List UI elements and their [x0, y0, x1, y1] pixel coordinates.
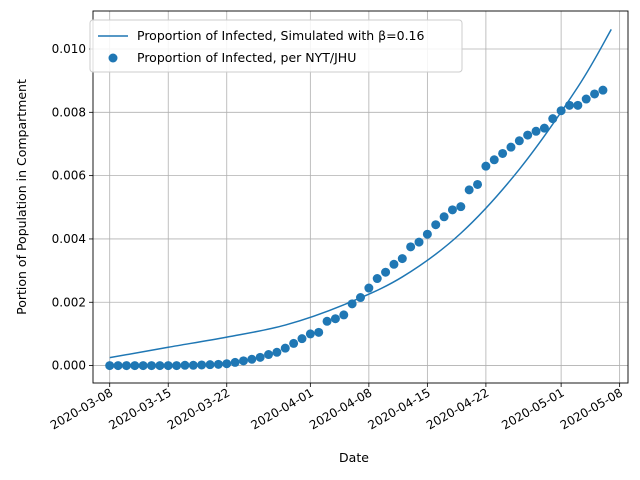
data-point — [264, 350, 274, 360]
legend-label-simulated: Proportion of Infected, Simulated with β… — [137, 28, 424, 43]
data-point — [213, 359, 223, 369]
data-point — [297, 334, 307, 344]
legend-point-marker — [108, 53, 118, 63]
data-point — [305, 329, 315, 339]
data-point — [230, 357, 240, 367]
series-observed — [105, 85, 608, 371]
y-tick-label: 0.000 — [52, 359, 86, 373]
data-point — [314, 327, 324, 337]
data-point — [180, 360, 190, 370]
legend-label-observed: Proportion of Infected, per NYT/JHU — [137, 50, 356, 65]
data-point — [205, 360, 215, 370]
data-point — [590, 89, 600, 99]
data-point — [539, 123, 549, 133]
data-point — [330, 314, 340, 324]
data-point — [222, 359, 232, 369]
data-point — [473, 179, 483, 189]
data-point — [598, 85, 608, 95]
data-point — [105, 361, 115, 371]
data-point — [464, 185, 474, 195]
data-point — [238, 356, 248, 366]
data-point — [514, 136, 524, 146]
data-point — [556, 106, 566, 116]
data-point — [372, 274, 382, 284]
x-tick-label: 2020-04-08 — [307, 385, 374, 432]
data-point — [456, 202, 466, 212]
data-point — [431, 220, 441, 230]
data-point — [247, 354, 257, 364]
data-point — [523, 130, 533, 140]
y-axis: 0.000 0.002 0.004 0.006 0.008 0.010 — [52, 42, 93, 373]
legend-box — [89, 19, 463, 73]
data-point — [188, 360, 198, 370]
x-tick-label: 2020-03-15 — [106, 385, 173, 432]
data-point — [447, 205, 457, 215]
x-tick-label: 2020-03-08 — [48, 385, 115, 432]
data-point — [147, 361, 157, 371]
x-tick-label: 2020-05-01 — [499, 385, 566, 432]
data-point — [322, 316, 332, 326]
data-point — [197, 360, 207, 370]
simulated-curve — [109, 28, 612, 359]
data-point — [489, 155, 499, 165]
data-point — [506, 142, 516, 152]
y-tick-label: 0.008 — [52, 105, 86, 119]
data-point — [289, 338, 299, 348]
data-point — [564, 100, 574, 110]
data-point — [121, 361, 131, 371]
y-axis-label: Portion of Population in Compartment — [14, 79, 29, 315]
data-point — [422, 229, 432, 239]
x-tick-label: 2020-03-22 — [165, 385, 232, 432]
y-tick-label: 0.004 — [52, 232, 86, 246]
plot-frame — [92, 10, 629, 384]
data-point — [130, 361, 140, 371]
data-point — [155, 361, 165, 371]
data-point — [397, 254, 407, 264]
y-tick-label: 0.002 — [52, 295, 86, 309]
y-tick-label: 0.006 — [52, 169, 86, 183]
x-tick-label: 2020-04-22 — [424, 385, 491, 432]
data-point — [381, 267, 391, 277]
data-point — [138, 361, 148, 371]
data-point — [573, 100, 583, 110]
data-point — [406, 242, 416, 252]
y-tick-label: 0.010 — [52, 42, 86, 56]
data-point — [581, 94, 591, 104]
data-point — [364, 283, 374, 293]
data-point — [280, 343, 290, 353]
x-tick-label: 2020-04-01 — [248, 385, 315, 432]
x-tick-label: 2020-05-08 — [558, 385, 625, 432]
grid — [93, 11, 628, 383]
data-point — [272, 347, 282, 357]
data-point — [548, 114, 558, 124]
data-point — [113, 361, 123, 371]
x-tick-label: 2020-04-15 — [365, 385, 432, 432]
x-axis-label: Date — [339, 450, 369, 465]
data-point — [356, 293, 365, 303]
data-point — [389, 259, 399, 269]
legend: Proportion of Infected, Simulated with β… — [89, 19, 463, 73]
data-point — [498, 148, 508, 158]
data-point — [531, 126, 541, 136]
data-point — [172, 361, 182, 371]
data-point — [347, 299, 357, 309]
data-point — [339, 310, 349, 320]
data-point — [439, 212, 449, 222]
data-point — [481, 161, 491, 171]
data-point — [163, 361, 173, 371]
data-point — [255, 352, 265, 362]
series-simulated — [109, 28, 612, 359]
data-point — [414, 237, 424, 247]
